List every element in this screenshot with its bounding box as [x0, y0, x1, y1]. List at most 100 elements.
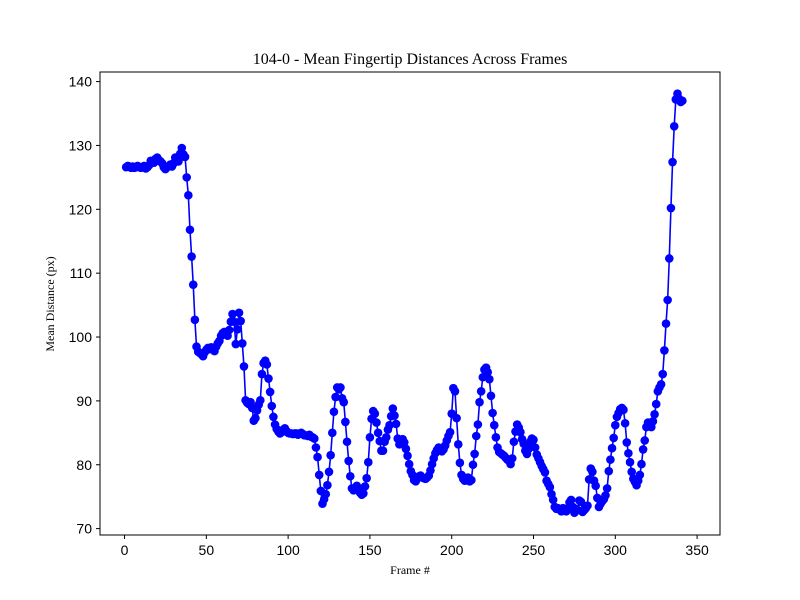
data-point [378, 446, 388, 456]
data-point [262, 360, 272, 369]
data-point [491, 432, 501, 442]
data-point [453, 440, 463, 449]
data-point [267, 401, 277, 411]
data-point [622, 438, 632, 447]
data-point [401, 444, 411, 454]
data-point [373, 428, 383, 438]
data-point [185, 225, 195, 235]
y-axis-label: Mean Distance (px) [43, 256, 57, 351]
data-point [184, 190, 193, 200]
data-point [323, 480, 332, 490]
data-point [314, 470, 324, 480]
data-point [651, 399, 661, 409]
data-point [635, 470, 645, 480]
data-point [467, 475, 476, 485]
x-tick-label: 150 [358, 542, 382, 558]
data-point [669, 121, 679, 131]
data-point [609, 433, 618, 443]
data-point [485, 374, 494, 384]
y-tick-label: 110 [70, 265, 93, 281]
data-point [359, 489, 368, 498]
data-point [666, 203, 676, 213]
data-point [190, 315, 200, 325]
data-point [648, 417, 658, 426]
y-axis: 70 80 90 100 110 120 130 140 [69, 74, 100, 537]
data-point [668, 157, 677, 167]
data-point [328, 428, 337, 438]
data-point [404, 459, 414, 469]
data-point [342, 437, 352, 447]
data-point [588, 467, 597, 477]
y-tick-label: 140 [69, 74, 93, 90]
chart-title: 104-0 - Mean Fingertip Distances Across … [253, 51, 568, 68]
data-point [640, 436, 650, 445]
data-point [638, 445, 648, 454]
data-point [344, 456, 353, 466]
x-tick-label: 0 [121, 542, 129, 558]
data-point [470, 449, 479, 459]
data-point [381, 432, 391, 442]
data-point [224, 325, 234, 335]
y-tick-label: 70 [76, 521, 92, 537]
data-point [391, 419, 401, 429]
data-point [264, 374, 273, 383]
data-point [476, 387, 486, 396]
y-tick-label: 130 [69, 137, 93, 153]
data-point [583, 501, 592, 510]
data-point [507, 454, 517, 463]
data-point [370, 409, 380, 418]
data-point [365, 432, 375, 442]
data-point [188, 280, 198, 289]
data-point [509, 437, 519, 447]
data-point [486, 391, 496, 401]
data-point [239, 362, 249, 371]
data-point [637, 459, 646, 469]
data-point [388, 404, 398, 413]
data-point [488, 408, 497, 418]
data-point [566, 495, 576, 505]
data-point [602, 484, 612, 493]
data-point [372, 418, 381, 427]
data-point [455, 458, 465, 468]
data-point [228, 309, 237, 319]
x-tick-label: 50 [199, 542, 215, 558]
data-point [452, 413, 461, 423]
data-point [234, 308, 244, 318]
data-point [627, 467, 636, 477]
data-point [606, 455, 615, 464]
data-point [256, 395, 265, 405]
data-point [471, 431, 481, 441]
y-tick-label: 90 [76, 393, 92, 409]
data-point [360, 482, 370, 491]
data-point [624, 448, 633, 458]
data-point [661, 319, 671, 328]
data-point [601, 491, 610, 500]
x-tick-label: 250 [522, 542, 546, 558]
data-point [450, 387, 460, 396]
x-tick-label: 350 [685, 542, 709, 558]
data-point [269, 412, 278, 422]
data-point [311, 443, 321, 452]
data-point [473, 420, 483, 429]
data-point [231, 339, 241, 349]
y-tick-label: 80 [76, 457, 92, 473]
data-point [331, 392, 340, 402]
data-point [656, 379, 666, 389]
axes-frame [99, 71, 721, 536]
x-axis-label: Frame # [390, 563, 430, 577]
data-point [345, 471, 355, 481]
data-point [524, 444, 533, 454]
x-tick-label: 200 [440, 542, 464, 558]
data-point [619, 405, 628, 415]
y-tick-label: 120 [69, 201, 93, 217]
data-point [341, 417, 350, 427]
data-point [516, 427, 525, 437]
x-tick-label: 100 [276, 542, 300, 558]
data-point [576, 497, 586, 507]
data-point [604, 466, 614, 476]
data-point [187, 252, 196, 261]
x-tick-label: 300 [604, 542, 628, 558]
data-point [548, 495, 558, 505]
data-point [251, 413, 260, 423]
